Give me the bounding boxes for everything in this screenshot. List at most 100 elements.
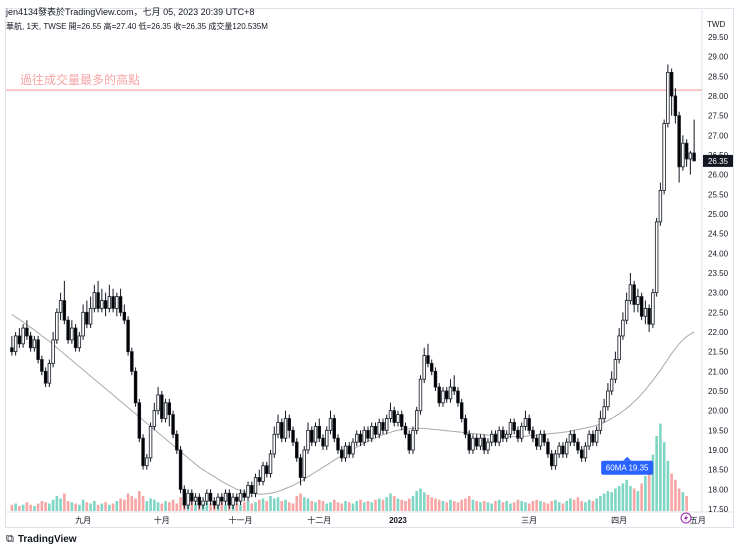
candle-body[interactable] [272,433,276,455]
tradingview-logo-icon[interactable]: ⧉ [6,533,14,545]
candle-body[interactable] [433,370,438,388]
candle-body[interactable] [347,445,351,455]
candle-body[interactable] [430,363,434,372]
candle-body[interactable] [156,394,160,412]
candle-body[interactable] [235,496,239,502]
candle-body[interactable] [489,433,494,443]
candle-body[interactable] [36,339,40,360]
candle-body[interactable] [137,402,142,439]
candle-body[interactable] [538,433,543,447]
candle-body[interactable] [385,418,389,431]
candle-body[interactable] [418,378,423,412]
candle-body[interactable] [501,429,505,439]
candle-body[interactable] [628,284,633,301]
candle-body[interactable] [223,492,228,502]
candle-body[interactable] [51,339,55,364]
candle-body[interactable] [171,414,175,435]
candle-body[interactable] [654,221,659,294]
candle-body[interactable] [576,441,580,451]
candle-body[interactable] [594,429,599,443]
candle-body[interactable] [392,410,396,423]
candle-body[interactable] [55,311,59,341]
candle-body[interactable] [163,402,168,419]
candle-body[interactable] [609,378,614,392]
candle-body[interactable] [227,492,232,506]
candle-body[interactable] [617,335,621,360]
candle-body[interactable] [647,307,651,325]
candle-body[interactable] [276,422,280,435]
candle-body[interactable] [43,370,48,384]
candle-body[interactable] [250,484,254,494]
candle-body[interactable] [426,355,430,364]
candle-body[interactable] [662,123,666,191]
candle-body[interactable] [561,445,565,455]
candle-body[interactable] [572,433,576,443]
candle-body[interactable] [598,418,603,431]
candle-body[interactable] [328,418,333,431]
candle-body[interactable] [321,437,325,447]
candle-body[interactable] [130,351,134,372]
candle-body[interactable] [283,418,288,439]
candle-body[interactable] [448,386,453,400]
candle-body[interactable] [549,453,554,467]
candle-body[interactable] [291,429,295,443]
candle-body[interactable] [542,433,546,443]
candle-body[interactable] [415,410,419,431]
candle-body[interactable] [201,500,205,506]
candle-body[interactable] [103,300,108,309]
candle-body[interactable] [688,152,693,160]
candle-body[interactable] [396,414,400,423]
candle-body[interactable] [463,418,468,435]
candle-body[interactable] [452,386,456,392]
candle-body[interactable] [467,433,471,451]
candle-body[interactable] [602,406,606,419]
candle-body[interactable] [366,429,370,439]
candle-body[interactable] [546,441,550,455]
candle-body[interactable] [302,449,306,478]
candle-body[interactable] [606,390,610,408]
candle-body[interactable] [133,370,138,404]
candle-body[interactable] [186,492,190,506]
candle-body[interactable] [111,296,115,309]
candle-body[interactable] [523,418,528,427]
candle-body[interactable] [107,296,112,309]
candle-body[interactable] [62,300,67,321]
candle-body[interactable] [583,445,588,459]
candle-body[interactable] [474,437,479,447]
candle-body[interactable] [512,422,516,431]
candle-body[interactable] [445,390,449,400]
candle-body[interactable] [261,465,265,482]
candle-body[interactable] [317,425,321,439]
candle-body[interactable] [148,425,153,459]
candle-body[interactable] [534,437,539,447]
candle-body[interactable] [486,441,490,451]
candle-body[interactable] [295,441,299,459]
candle-body[interactable] [531,429,535,439]
candle-body[interactable] [32,339,37,349]
candle-body[interactable] [482,437,486,451]
candle-body[interactable] [265,465,269,475]
candle-body[interactable] [313,425,318,443]
candle-body[interactable] [253,477,258,494]
candle-body[interactable] [190,492,194,502]
candle-body[interactable] [437,386,441,404]
candle-body[interactable] [268,453,273,474]
candle-body[interactable] [493,433,498,443]
candle-body[interactable] [519,425,524,439]
candle-body[interactable] [362,429,366,443]
candle-body[interactable] [193,496,198,502]
candle-body[interactable] [257,477,261,482]
candle-body[interactable] [643,307,648,317]
candle-body[interactable] [355,433,359,443]
candle-body[interactable] [145,457,149,467]
candle-body[interactable] [246,484,250,498]
candle-body[interactable] [358,433,363,443]
candle-body[interactable] [677,115,681,168]
candle-body[interactable] [403,425,408,435]
candle-body[interactable] [25,327,29,337]
candle-body[interactable] [527,418,531,431]
candle-body[interactable] [242,492,247,498]
candle-body[interactable] [88,307,93,325]
candle-body[interactable] [280,422,284,439]
candle-body[interactable] [557,445,561,455]
